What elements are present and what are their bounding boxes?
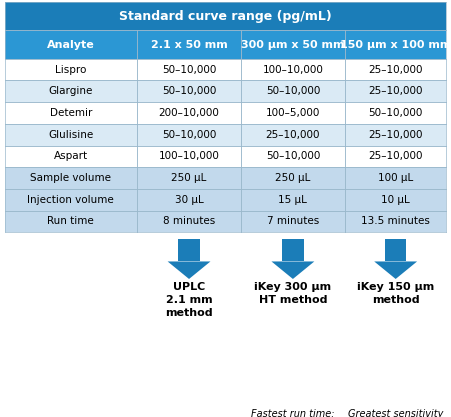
Bar <box>5 102 137 124</box>
Bar <box>137 59 241 80</box>
Text: 10 μL: 10 μL <box>381 195 410 205</box>
Text: 200–10,000: 200–10,000 <box>159 108 220 118</box>
Polygon shape <box>374 261 417 279</box>
Text: 25–10,000: 25–10,000 <box>368 86 423 96</box>
Bar <box>345 167 446 189</box>
Bar <box>385 239 406 261</box>
Bar <box>241 59 345 80</box>
Bar <box>5 2 446 30</box>
Bar <box>5 80 137 102</box>
Text: 50–10,000: 50–10,000 <box>368 108 423 118</box>
Text: 300 μm x 50 mm: 300 μm x 50 mm <box>241 40 345 50</box>
Bar <box>345 102 446 124</box>
Bar <box>137 30 241 59</box>
Text: 15 μL: 15 μL <box>278 195 307 205</box>
Text: Injection volume: Injection volume <box>28 195 114 205</box>
Bar <box>5 189 137 211</box>
Text: 25–10,000: 25–10,000 <box>368 65 423 75</box>
Text: Analyte: Analyte <box>47 40 95 50</box>
Bar <box>345 124 446 146</box>
Text: Lispro: Lispro <box>55 65 87 75</box>
Text: 13.5 minutes: 13.5 minutes <box>361 216 430 226</box>
Bar <box>345 30 446 59</box>
Text: Greatest sensitivity
(2–4X): Using
2.5X less sample,
1/3 injection volume,
2X lo: Greatest sensitivity (2–4X): Using 2.5X … <box>344 409 447 417</box>
Bar <box>282 239 304 261</box>
Bar <box>241 102 345 124</box>
Bar <box>5 30 137 59</box>
Bar <box>345 211 446 232</box>
Text: 100–10,000: 100–10,000 <box>159 151 220 161</box>
Bar <box>137 146 241 167</box>
Bar <box>241 189 345 211</box>
Text: 150 μm x 100 mm: 150 μm x 100 mm <box>340 40 451 50</box>
Text: 250 μL: 250 μL <box>275 173 311 183</box>
Text: 8 minutes: 8 minutes <box>163 216 215 226</box>
Text: 50–10,000: 50–10,000 <box>162 86 216 96</box>
Bar <box>5 167 137 189</box>
Bar <box>137 102 241 124</box>
Text: Standard curve range (pg/mL): Standard curve range (pg/mL) <box>119 10 332 23</box>
Polygon shape <box>272 261 314 279</box>
Text: Glulisine: Glulisine <box>48 130 93 140</box>
Text: 25–10,000: 25–10,000 <box>266 130 320 140</box>
Text: 250 μL: 250 μL <box>171 173 207 183</box>
Bar <box>137 80 241 102</box>
Text: Glargine: Glargine <box>49 86 93 96</box>
Bar <box>241 146 345 167</box>
Bar <box>137 211 241 232</box>
Text: 50–10,000: 50–10,000 <box>162 130 216 140</box>
Text: iKey 150 μm
method: iKey 150 μm method <box>357 282 434 305</box>
Text: 100–10,000: 100–10,000 <box>262 65 323 75</box>
Polygon shape <box>168 261 211 279</box>
Text: 50–10,000: 50–10,000 <box>266 151 320 161</box>
Text: 25–10,000: 25–10,000 <box>368 130 423 140</box>
Bar <box>345 59 446 80</box>
Text: 7 minutes: 7 minutes <box>267 216 319 226</box>
Bar <box>241 30 345 59</box>
Text: Sample volume: Sample volume <box>30 173 111 183</box>
Text: Aspart: Aspart <box>54 151 88 161</box>
Text: iKey 300 μm
HT method: iKey 300 μm HT method <box>254 282 331 305</box>
Bar <box>345 146 446 167</box>
Bar <box>241 167 345 189</box>
Bar <box>178 239 200 261</box>
Bar <box>241 211 345 232</box>
Text: 50–10,000: 50–10,000 <box>162 65 216 75</box>
Bar <box>345 80 446 102</box>
Text: UPLC
2.1 mm
method: UPLC 2.1 mm method <box>165 282 213 318</box>
Text: 25–10,000: 25–10,000 <box>368 151 423 161</box>
Bar <box>137 124 241 146</box>
Text: Fastest run time:
Same sample volume,
1/2 the injection
volume, and 2X more
sens: Fastest run time: Same sample volume, 1/… <box>239 409 347 417</box>
Text: Detemir: Detemir <box>50 108 92 118</box>
Bar <box>5 146 137 167</box>
Bar <box>241 80 345 102</box>
Bar <box>5 59 137 80</box>
Text: 50–10,000: 50–10,000 <box>266 86 320 96</box>
Text: 2.1 x 50 mm: 2.1 x 50 mm <box>151 40 227 50</box>
Bar <box>137 189 241 211</box>
Bar <box>5 211 137 232</box>
Text: 100 μL: 100 μL <box>378 173 413 183</box>
Bar <box>345 189 446 211</box>
Text: 30 μL: 30 μL <box>175 195 203 205</box>
Bar <box>241 124 345 146</box>
Bar <box>5 124 137 146</box>
Text: 100–5,000: 100–5,000 <box>266 108 320 118</box>
Bar <box>137 167 241 189</box>
Text: Run time: Run time <box>47 216 94 226</box>
